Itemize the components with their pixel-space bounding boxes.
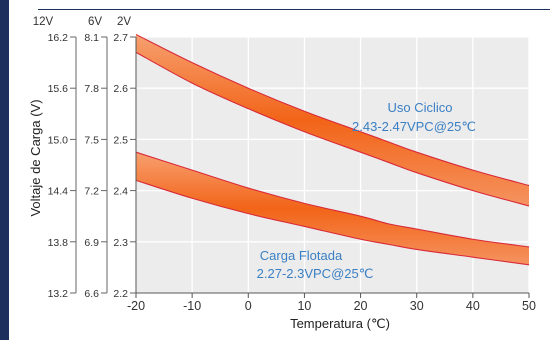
ytick-label-12v-0: 16.2 [48,32,69,44]
xtick-label-2: 0 [245,299,252,313]
xtick-label-5: 30 [410,299,424,313]
ytick-label-2v-2: 2.5 [113,134,128,146]
left-accent-bar [0,0,9,340]
band-1-upper-edge [135,151,530,248]
ytick-label-2v-3: 2.4 [113,186,128,198]
xtick-label-4: 20 [354,299,368,313]
ytick-label-12v-2: 15.0 [48,134,69,146]
top-rule [38,9,550,10]
band-1 [136,152,529,265]
ytick-label-12v-4: 13.8 [48,237,69,249]
cycle-use-label: Uso Ciclico [387,100,452,115]
voltage-bands [135,33,530,266]
x-tick-labels: -20 -10 0 10 20 30 40 50 [127,293,536,313]
ytick-label-12v-5: 13.2 [48,288,69,300]
ytick-label-2v-5: 2.2 [113,288,128,300]
xtick-label-0: -20 [127,299,145,313]
band-0 [136,34,529,206]
float-charge-range: 2.27-2.3VPC@25℃ [257,266,374,281]
ytick-label-6v-5: 6.6 [84,288,99,300]
xtick-label-6: 40 [466,299,480,313]
ytick-label-2v-0: 2.7 [113,32,128,44]
band-0-lower-edge [135,51,530,207]
ytick-label-2v-1: 2.6 [113,83,128,95]
header-12v: 12V [33,16,54,28]
ytick-label-6v-1: 7.8 [84,83,99,95]
band-1-lower-edge [135,179,530,266]
ytick-label-6v-4: 6.9 [84,237,99,249]
ytick-label-6v-0: 8.1 [84,32,99,44]
xtick-label-7: 50 [522,299,536,313]
ytick-label-12v-3: 14.4 [48,186,69,198]
xtick-label-3: 10 [297,299,311,313]
x-axis-label: Temperatura (℃) [290,316,390,331]
ytick-label-2v-4: 2.3 [113,237,128,249]
float-charge-label: Carga Flotada [260,248,343,263]
band-0-upper-edge [135,33,530,187]
cycle-use-range: 2.43-2.47VPC@25℃ [352,119,476,134]
ytick-label-12v-1: 15.6 [48,83,69,95]
ytick-label-6v-2: 7.5 [84,134,99,146]
header-2v: 2V [117,16,131,28]
ytick-label-6v-3: 7.2 [84,186,99,198]
y-tick-labels: 16.2 15.6 15.0 14.4 13.8 13.2 8.1 7.8 7.5 7.2 6.9 6… [48,32,136,300]
header-6v: 6V [88,16,102,28]
xtick-label-1: -10 [183,299,201,313]
y-axis-label: Voltaje de Carga (V) [28,99,43,216]
